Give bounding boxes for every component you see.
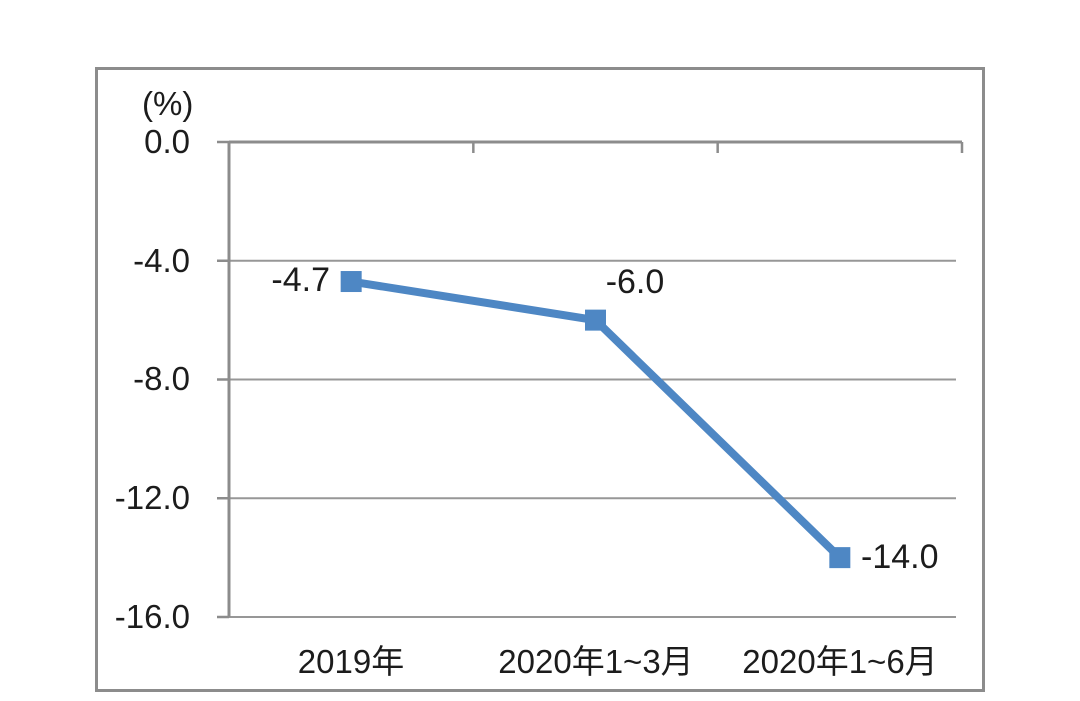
- chart-frame: [95, 67, 985, 692]
- x-category-label-2020q1: 2020年1~3月: [498, 643, 694, 680]
- x-category-label-2020h1: 2020年1~6月: [742, 643, 938, 680]
- y-tick-label-12: -12.0: [114, 479, 190, 516]
- x-category-label-2019: 2019年: [297, 643, 405, 680]
- y-tick-label-0: 0.0: [144, 123, 190, 160]
- y-tick-label-4: -4.0: [133, 242, 190, 279]
- y-tick-label-16: -16.0: [114, 598, 190, 635]
- y-axis-unit-label: (%): [142, 85, 194, 122]
- y-tick-label-8: -8.0: [133, 360, 190, 397]
- data-label-2020h1: -14.0: [861, 538, 939, 576]
- data-label-2019: -4.7: [271, 261, 330, 299]
- data-label-2020q1: -6.0: [605, 263, 665, 301]
